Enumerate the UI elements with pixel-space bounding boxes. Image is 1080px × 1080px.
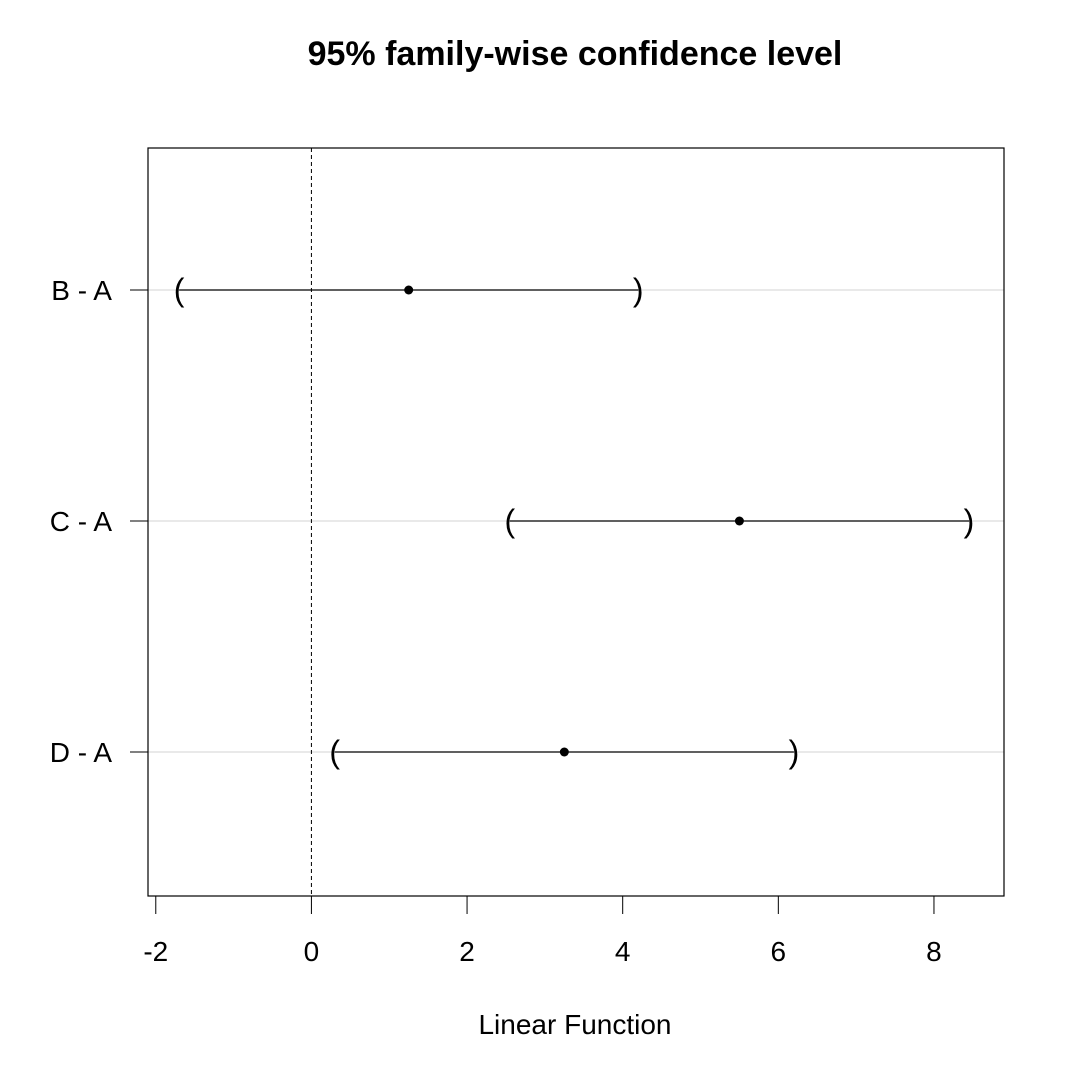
- x-tick-label: -2: [143, 936, 168, 967]
- estimate-point: [404, 285, 414, 295]
- x-tick-label: 4: [615, 936, 631, 967]
- y-tick-label: B - A: [51, 275, 112, 306]
- x-tick-label: 2: [459, 936, 475, 967]
- interval-upper-bracket: ): [964, 503, 975, 539]
- interval-upper-bracket: ): [789, 734, 800, 770]
- interval-lower-bracket: (: [505, 503, 516, 539]
- y-tick-label: D - A: [50, 737, 113, 768]
- x-tick-label: 8: [926, 936, 942, 967]
- chart-title: 95% family-wise confidence level: [308, 35, 843, 73]
- plot-frame: [147, 147, 1005, 897]
- interval-upper-bracket: ): [633, 272, 644, 308]
- x-axis: -2 0 2 4 6 8: [143, 895, 942, 967]
- intervals: () () (): [174, 272, 975, 770]
- interval-lower-bracket: (: [174, 272, 185, 308]
- estimate-point: [734, 516, 744, 526]
- x-tick-label: 6: [771, 936, 787, 967]
- x-axis-title: Linear Function: [478, 1009, 671, 1040]
- x-tick-label: 0: [304, 936, 320, 967]
- y-axis: B - A C - A D - A: [50, 275, 148, 768]
- interval-lower-bracket: (: [329, 734, 340, 770]
- estimate-point: [559, 747, 569, 757]
- y-tick-label: C - A: [50, 506, 113, 537]
